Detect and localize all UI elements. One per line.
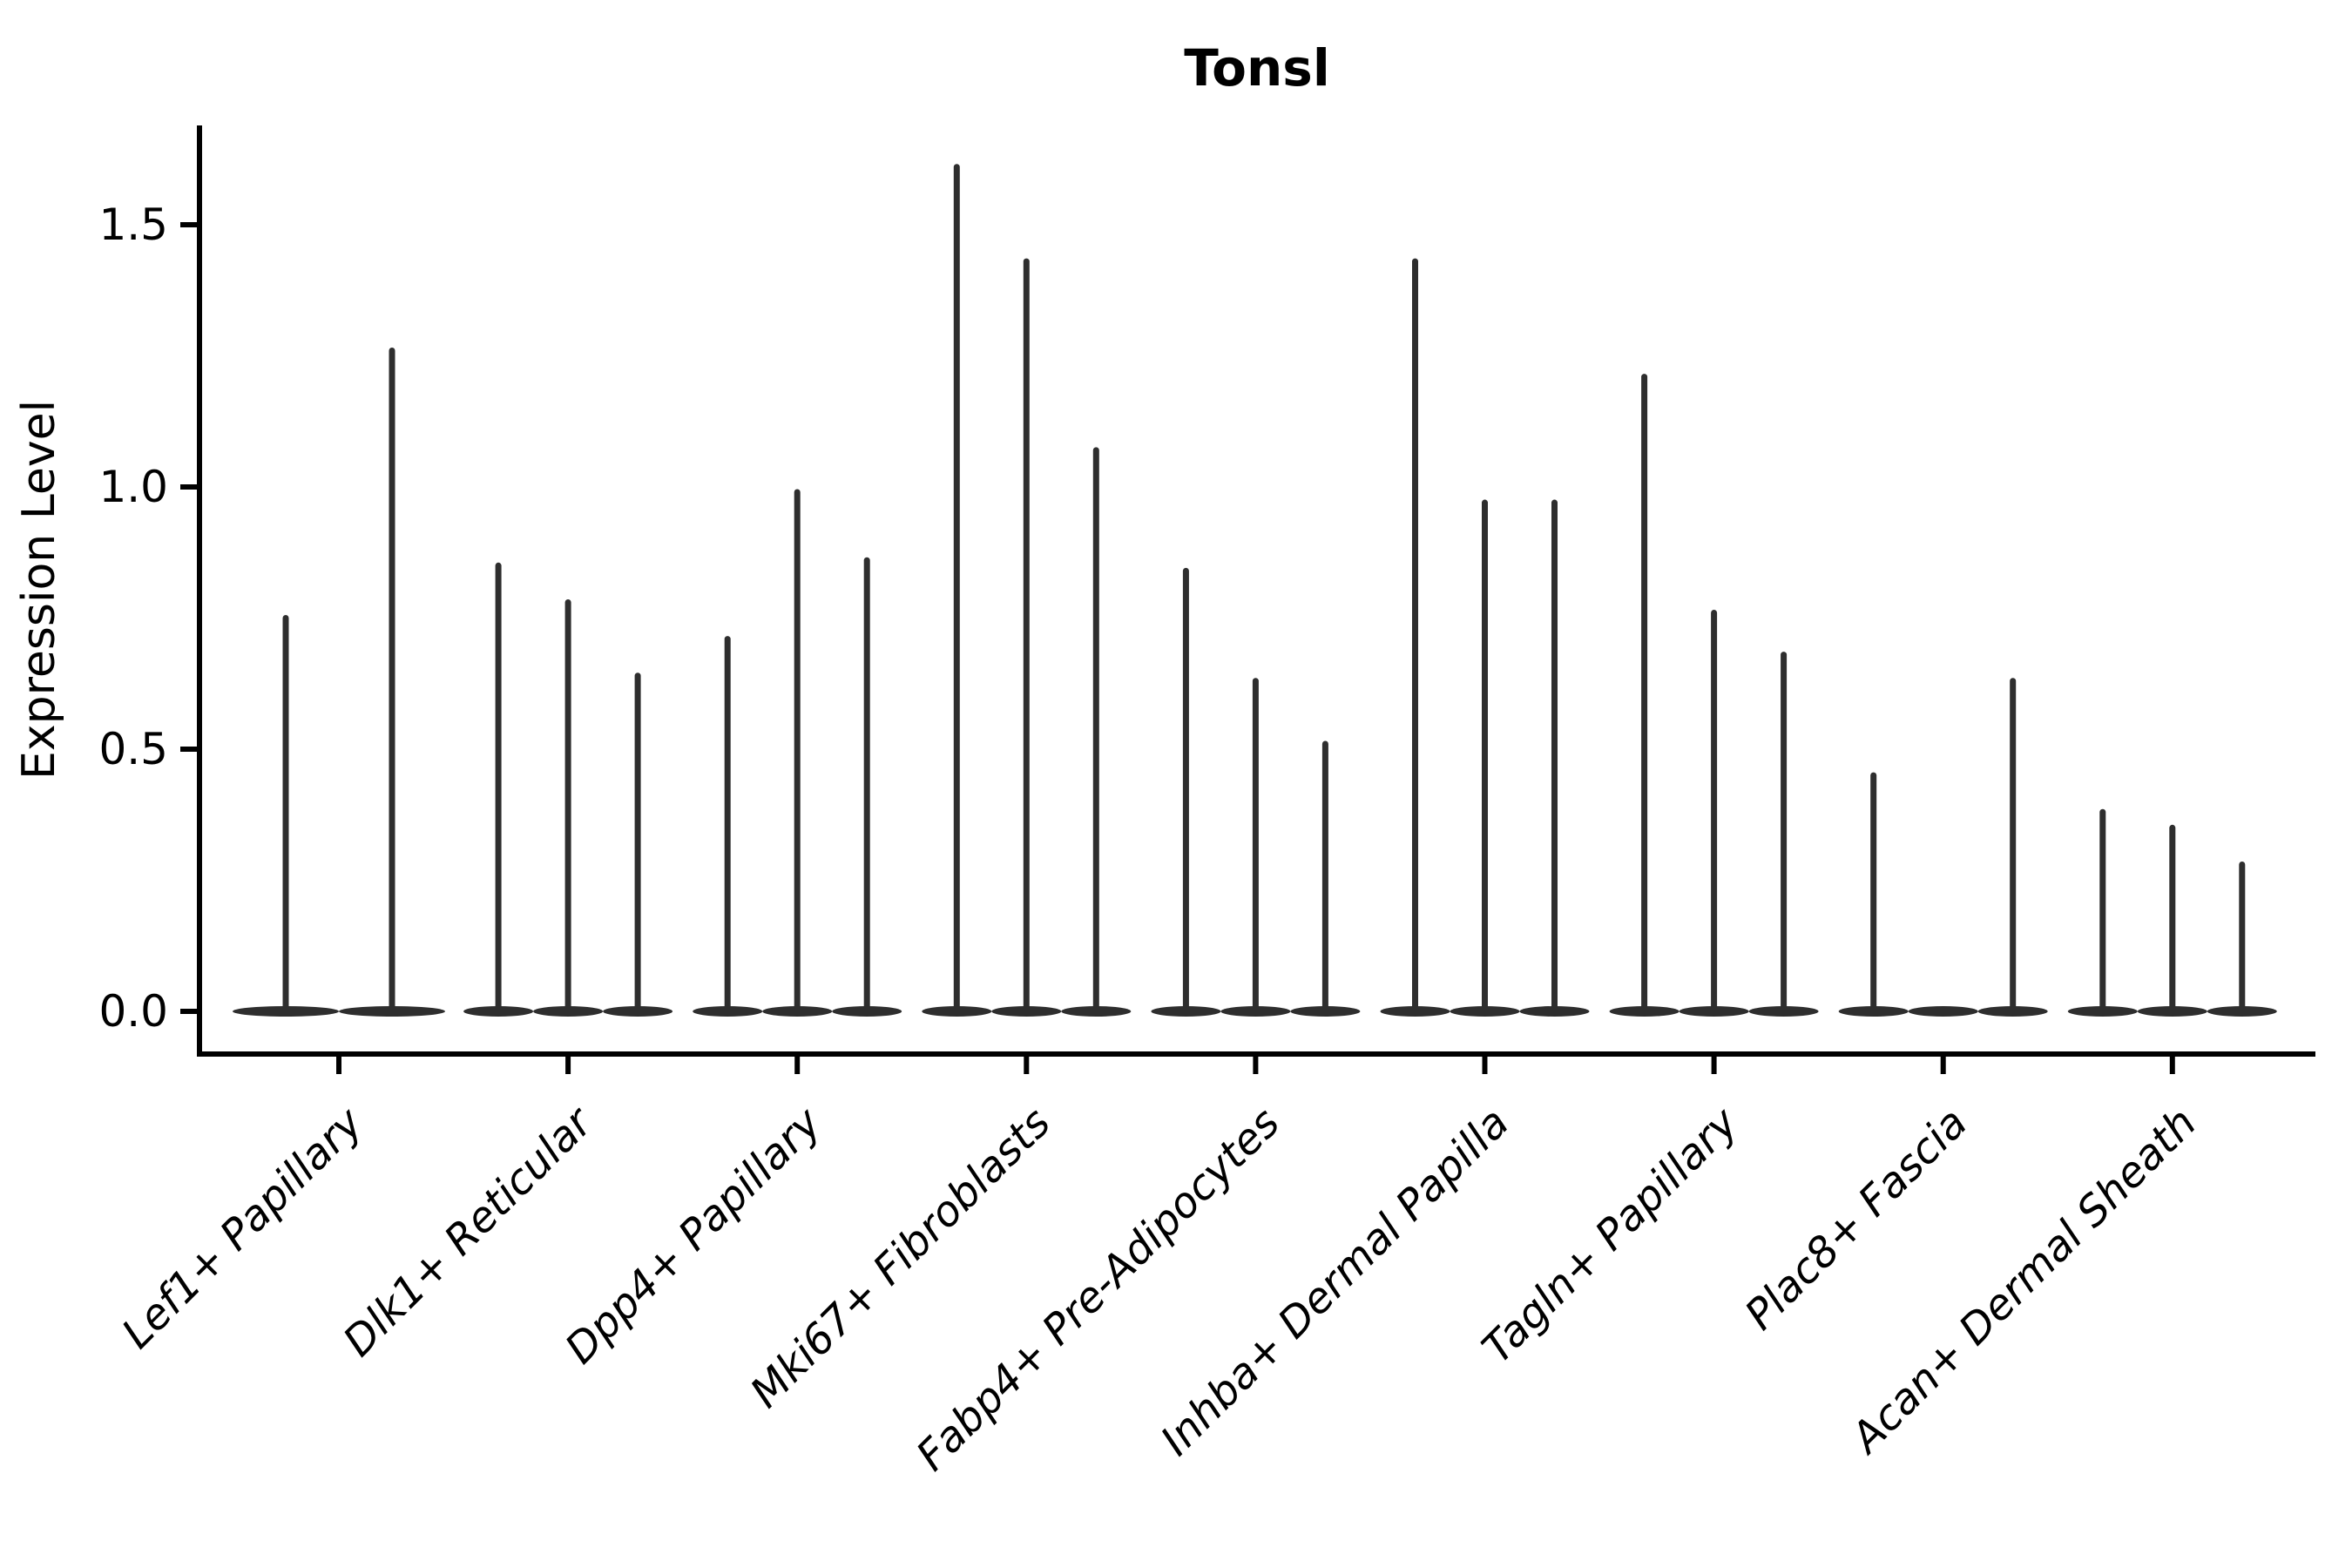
y-axis-label: Expression Level bbox=[13, 400, 65, 780]
x-tick-label: Dlk1+ Reticular bbox=[334, 1097, 604, 1367]
y-tick-label: 0.5 bbox=[98, 724, 168, 774]
x-tick-label: Tagln+ Papillary bbox=[1473, 1098, 1748, 1373]
x-tick-label: Plac8+ Fascia bbox=[1736, 1098, 1977, 1340]
violin-body bbox=[1908, 1006, 1978, 1017]
chart-title: Tonsl bbox=[1184, 38, 1329, 98]
y-tick-label: 1.0 bbox=[98, 462, 168, 512]
x-tick-label: Fabp4+ Pre-Adipocytes bbox=[907, 1098, 1289, 1481]
x-tick-label: Dpp4+ Papillary bbox=[556, 1098, 831, 1373]
x-tick-label: Lef1+ Papillary bbox=[112, 1098, 373, 1358]
y-tick-label: 1.5 bbox=[98, 199, 168, 250]
y-tick-label: 0.0 bbox=[98, 986, 168, 1037]
